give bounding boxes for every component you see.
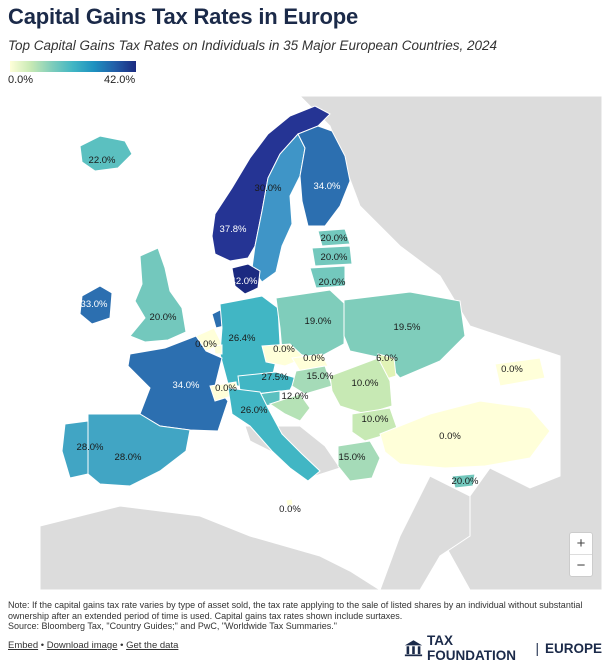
label-france: 34.0% [173,380,200,391]
region-croatia[interactable] [268,393,311,422]
label-latvia: 20.0% [321,252,348,263]
label-belgium: 0.0% [195,339,217,350]
label-turkey: 0.0% [439,431,461,442]
chart-subtitle: Top Capital Gains Tax Rates on Individua… [8,38,498,53]
label-greece: 15.0% [339,452,366,463]
columns-icon [404,640,423,657]
region-portugal[interactable] [61,420,89,479]
label-slovakia: 0.0% [303,353,325,364]
country-regions [61,105,551,507]
label-ireland: 33.0% [81,299,108,310]
label-germany: 26.4% [229,333,256,344]
label-norway: 37.8% [220,224,247,235]
label-cyprus: 20.0% [452,476,479,487]
brand-region: EUROPE [544,640,602,656]
region-finland[interactable] [297,125,351,227]
label-iceland: 22.0% [89,155,116,166]
label-portugal: 28.0% [77,442,104,453]
region-iceland[interactable] [79,135,133,172]
label-hungary: 15.0% [307,371,334,382]
country-labels: 22.0% 37.8% 30.0% 34.0% 42.0% 20.0% 20.0% 20.0%… [77,155,524,515]
zoom-control: + − [569,532,593,577]
label-georgia: 0.0% [501,364,523,375]
region-luxembourg[interactable] [213,344,223,355]
region-ukraine[interactable] [343,291,466,379]
tax-foundation-logo: TAX FOUNDATION | EUROPE [404,633,602,663]
label-denmark: 42.0% [231,276,258,287]
label-lithuania: 20.0% [319,277,346,288]
region-hungary[interactable] [291,365,333,395]
zoom-in-button[interactable]: + [576,535,586,552]
region-united-kingdom[interactable] [129,247,187,343]
region-france[interactable] [127,335,229,432]
region-italy[interactable] [227,387,321,482]
color-legend-bar [10,61,136,72]
region-latvia[interactable] [311,245,353,267]
download-image-link[interactable]: Download image [46,640,118,651]
label-finland: 34.0% [314,181,341,192]
region-poland[interactable] [275,289,346,359]
label-moldova: 6.0% [376,353,398,364]
link-separator: • [120,640,124,651]
label-malta: 0.0% [279,504,301,515]
region-spain[interactable] [87,413,191,487]
brand-separator: | [535,640,539,656]
label-bulgaria: 10.0% [362,414,389,425]
europe-map[interactable]: 22.0% 37.8% 30.0% 34.0% 42.0% 20.0% 20.0% 20.0%… [0,96,602,590]
chart-title: Capital Gains Tax Rates in Europe [8,4,358,29]
footnote: Note: If the capital gains tax rate vari… [8,600,598,632]
label-sweden: 30.0% [255,183,282,194]
region-malta[interactable] [285,498,294,507]
get-data-link[interactable]: Get the data [126,640,179,651]
brand-name: TAX FOUNDATION [426,633,516,663]
footer-links: Embed • Download image • Get the data [8,640,178,651]
source-text: Source: Bloomberg Tax, "Country Guides;"… [8,621,337,631]
zoom-out-button[interactable]: − [570,554,592,576]
label-ukraine: 19.5% [394,322,421,333]
note-text: Note: If the capital gains tax rate vari… [8,600,583,621]
label-austria: 27.5% [262,372,289,383]
region-turkey[interactable] [379,400,551,469]
region-georgia[interactable] [494,357,546,387]
region-cyprus[interactable] [451,473,476,489]
embed-link[interactable]: Embed [8,640,39,651]
legend-min-label: 0.0% [8,74,34,86]
region-greece[interactable] [337,440,381,482]
region-lithuania[interactable] [309,265,346,289]
legend-max-label: 42.0% [104,74,136,86]
label-croatia: 12.0% [282,391,309,402]
region-denmark[interactable] [231,263,261,295]
label-romania: 10.0% [352,378,379,389]
label-italy: 26.0% [241,405,268,416]
region-estonia[interactable] [317,228,351,247]
label-estonia: 20.0% [321,233,348,244]
label-spain: 28.0% [115,452,142,463]
region-sweden[interactable] [251,133,306,283]
label-poland: 19.0% [305,316,332,327]
label-united-kingdom: 20.0% [150,312,177,323]
label-switzerland: 0.0% [215,383,237,394]
label-czech-republic: 0.0% [273,344,295,355]
link-separator: • [40,640,45,651]
region-ireland[interactable] [79,285,113,325]
